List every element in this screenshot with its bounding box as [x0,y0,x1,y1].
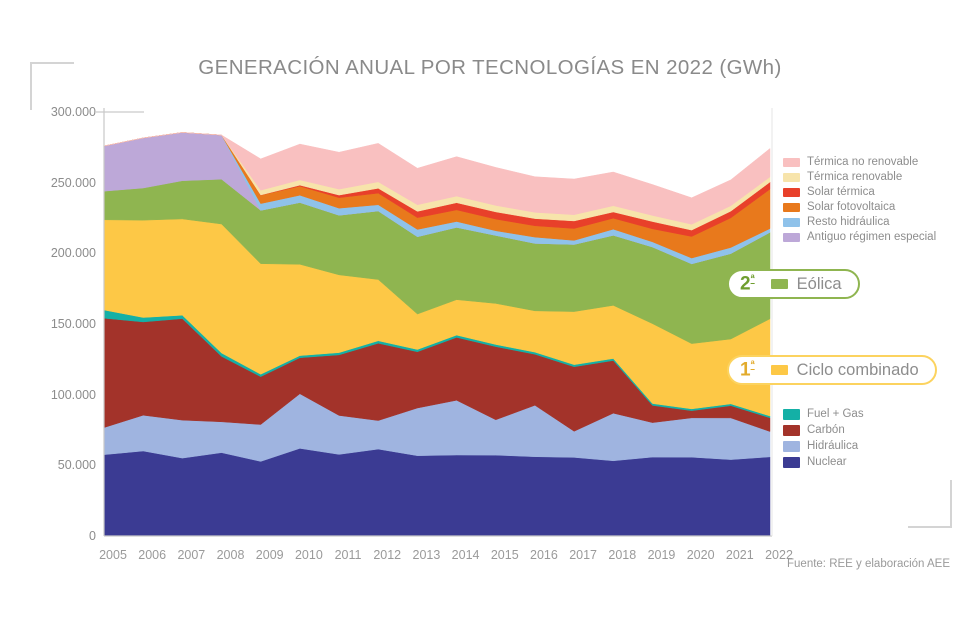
x-axis-tick-label: 2018 [608,548,637,562]
callout-ciclo-rank: 1ª [740,358,755,381]
legend-item-label: Fuel + Gas [807,408,864,420]
legend-item-label: Solar térmica [807,186,875,198]
legend-item-label: Antiguo régimen especial [807,231,937,243]
x-axis-tick-label: 2015 [490,548,519,562]
y-axis-tick-label: 0 [89,529,96,543]
x-axis-tick-label: 2007 [177,548,206,562]
y-axis-tick-label: 100.000 [50,387,96,402]
legend-color-swatch-icon [783,203,800,212]
x-axis-tick-label: 2009 [255,548,284,562]
legend-color-swatch-icon [783,425,800,436]
legend-item-label: Hidráulica [807,440,859,452]
legend-color-swatch-icon [783,158,800,167]
x-axis-tick-label: 2016 [530,548,558,562]
legend-item-label: Resto hidráulica [807,216,890,228]
legend-color-swatch-icon [783,218,800,227]
x-axis-tick-label: 2006 [138,548,167,562]
legend-color-swatch-icon [783,441,800,452]
x-axis-tick-label: 2019 [647,548,676,562]
legend-upper-item[interactable]: Resto hidráulica [783,216,936,229]
legend-item-label: Nuclear [807,456,847,468]
legend-color-swatch-icon [783,457,800,468]
area-series-nuclear [103,448,771,537]
legend-upper-item[interactable]: Solar térmica [783,186,936,199]
callout-ciclo-swatch [770,365,788,375]
x-axis-tick-label: 2014 [451,548,480,562]
y-axis-tick-label: 250.000 [50,175,96,190]
x-axis-tick-label: 2017 [569,548,598,562]
x-axis-tick-label: 2005 [99,548,127,562]
source-note: Fuente: REE y elaboración AEE [787,558,951,570]
legend-lower-item[interactable]: Nuclear [783,456,864,469]
legend-lower: Fuel + Gas Carbón Hidráulica Nuclear [783,408,864,469]
x-axis-tick-label: 2013 [412,548,441,562]
x-axis-tick-label: 2021 [725,548,754,562]
x-axis-tick-label: 2010 [294,548,323,562]
decorative-corner-top-left [30,62,74,110]
legend-color-swatch-icon [783,409,800,420]
legend-item-label: Solar fotovoltaica [807,201,896,213]
callout-eolica-rank: 2ª [740,272,755,295]
legend-item-label: Térmica no renovable [807,156,919,168]
callout-ciclo-label: Ciclo combinado [796,360,919,379]
legend-upper: Térmica no renovable Térmica renovable Sol… [783,156,936,244]
y-axis-tick-label: 300.000 [50,105,96,119]
callout-ciclo-combinado[interactable]: 1ª Ciclo combinado [727,355,937,385]
x-axis-tick-label: 2012 [373,548,402,562]
page-title: GENERACIÓN ANUAL POR TECNOLOGÍAS EN 2022… [198,56,782,79]
y-axis-tick-label: 50.000 [57,458,96,473]
legend-upper-item[interactable]: Solar fotovoltaica [783,201,936,214]
legend-item-label: Carbón [807,424,845,436]
callout-eolica-label: Eólica [796,274,842,293]
y-axis-tick-label: 200.000 [50,246,96,261]
legend-color-swatch-icon [783,173,800,182]
legend-upper-item[interactable]: Térmica no renovable [783,156,936,169]
area-series-t-rmica-no-renovable [103,132,771,225]
x-axis-tick-label: 2020 [686,548,715,562]
legend-lower-item[interactable]: Hidráulica [783,440,864,453]
x-axis-tick-label: 2011 [334,548,362,562]
x-axis-tick-label: 2022 [765,548,793,562]
legend-upper-item[interactable]: Térmica renovable [783,171,936,184]
y-axis-tick-label: 150.000 [50,317,96,331]
legend-lower-item[interactable]: Fuel + Gas [783,408,864,421]
legend-item-label: Térmica renovable [807,171,903,183]
decorative-corner-bottom-right [908,480,952,528]
legend-lower-item[interactable]: Carbón [783,424,864,437]
legend-color-swatch-icon [783,188,800,197]
x-axis-tick-label: 2008 [216,548,245,562]
legend-color-swatch-icon [783,233,800,242]
callout-eolica-swatch [770,279,788,289]
callout-eolica[interactable]: 2ª Eólica [727,269,860,299]
legend-upper-item[interactable]: Antiguo régimen especial [783,231,936,244]
